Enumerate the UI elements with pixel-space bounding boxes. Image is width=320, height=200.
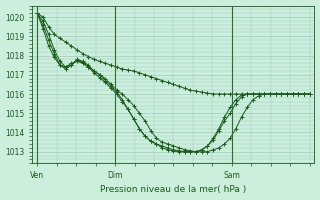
X-axis label: Pression niveau de la mer( hPa ): Pression niveau de la mer( hPa ) bbox=[100, 185, 247, 194]
